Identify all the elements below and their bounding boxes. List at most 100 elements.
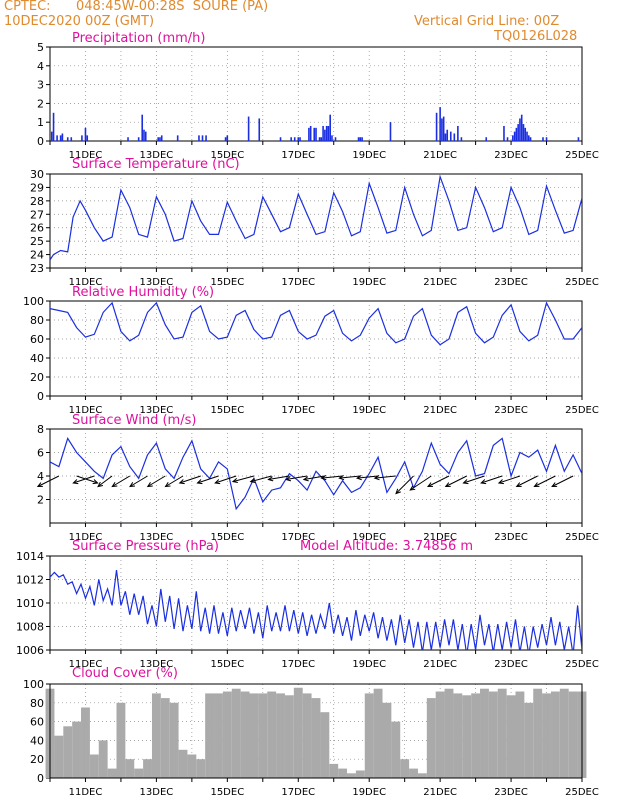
precip-bar [528, 135, 530, 141]
x-tick-label: 11DEC [69, 277, 103, 288]
precip-bar [70, 137, 73, 141]
panel-title: Surface Wind (m/s) [72, 413, 196, 428]
y-tick-label: 4 [37, 60, 44, 73]
wind-vector-head [92, 479, 99, 485]
wind-vector-head [214, 479, 221, 485]
wind-vector [339, 475, 361, 479]
precip-bar [506, 137, 509, 141]
precip-bar [449, 131, 452, 141]
header-datetime: 10DEC2020 00Z (GMT) [4, 14, 155, 29]
wind-vector-head [72, 479, 79, 485]
cloud-bar [72, 721, 82, 778]
wind-vector [165, 475, 184, 487]
wind-vector-head [551, 482, 558, 488]
x-tick-label: 15DEC [210, 532, 244, 543]
y-tick-label: 1012 [16, 574, 44, 587]
x-tick-label: 23DEC [494, 277, 528, 288]
precip-bar [324, 129, 326, 141]
precip-bar [293, 137, 296, 141]
precip-bar [460, 137, 463, 141]
precip-bar [442, 116, 445, 141]
precip-bar [81, 135, 83, 141]
precip-bar [201, 135, 204, 141]
precip-bar [313, 127, 316, 141]
precip-bar [50, 131, 53, 141]
precip-bar [279, 137, 282, 141]
y-tick-label: 80 [30, 697, 44, 710]
cloud-bar [559, 688, 569, 778]
precip-bar [56, 135, 58, 141]
cloud-bar [426, 698, 436, 778]
y-tick-label: 100 [23, 678, 44, 691]
wind-vector [445, 475, 467, 487]
cloud-bar [382, 702, 392, 778]
x-tick-label: 13DEC [140, 659, 174, 670]
x-tick-label: 17DEC [281, 659, 315, 670]
precip-bar [503, 125, 505, 141]
wind-vector [303, 475, 325, 480]
x-tick-label: 23DEC [494, 532, 528, 543]
y-tick-label: 1010 [16, 597, 44, 610]
cloud-bar [453, 693, 463, 778]
precip-bar [137, 137, 140, 141]
precip-bar [446, 129, 449, 141]
precip-bar [157, 137, 159, 141]
cloud-bar [196, 759, 206, 778]
x-tick-label: 15DEC [210, 787, 244, 798]
header-run-id: TQ0126L028 [494, 29, 578, 44]
precip-bar [318, 137, 321, 141]
precip-bar [127, 137, 129, 141]
x-tick-label: 25DEC [565, 787, 599, 798]
precip-bar [315, 127, 317, 141]
precip-bar [524, 127, 527, 141]
cloud-bar [417, 773, 427, 778]
panel-frame-top [49, 683, 583, 779]
wind-vector [250, 475, 272, 483]
x-tick-label: 11DEC [69, 787, 103, 798]
cloud-bar [462, 695, 472, 778]
panel-2 [46, 173, 583, 272]
x-tick-label: 25DEC [565, 150, 599, 161]
precip-bar [176, 135, 179, 141]
cloud-bar [125, 759, 135, 778]
wind-vector [374, 475, 396, 479]
cloud-bar [267, 691, 277, 778]
cloud-bar [435, 691, 445, 778]
cloud-bar [81, 707, 90, 778]
cloud-bar [205, 693, 215, 778]
y-tick-label: 26 [30, 222, 44, 235]
y-tick-label: 80 [30, 314, 44, 327]
wind-vector-head [267, 476, 274, 482]
precip-bar [389, 122, 392, 141]
cloud-bar [63, 726, 73, 778]
precip-bar [320, 137, 323, 141]
x-tick-label: 17DEC [281, 532, 315, 543]
precip-bar [329, 114, 331, 141]
precip-bar [299, 137, 301, 141]
wind-vector-head [249, 477, 256, 484]
wind-vector [97, 475, 113, 487]
y-tick-label: 1014 [16, 550, 44, 563]
x-tick-label: 21DEC [423, 150, 457, 161]
cloud-bar [373, 688, 383, 778]
wind-vector [551, 475, 574, 487]
cloud-bar [222, 691, 232, 778]
wind-vector [321, 475, 343, 479]
y-tick-label: 1006 [16, 644, 44, 657]
precip-bar [141, 114, 144, 141]
precip-bar [290, 137, 292, 141]
cloud-bar [506, 695, 516, 778]
cloud-bar [249, 693, 259, 778]
cloud-bar [480, 688, 489, 778]
cloud-bar [355, 770, 365, 778]
x-tick-label: 15DEC [210, 405, 244, 416]
x-tick-label: 21DEC [423, 405, 457, 416]
precip-bar [258, 118, 261, 141]
cloud-bar [320, 712, 330, 778]
cloud-bar [391, 721, 401, 778]
wind-vector-head [196, 479, 203, 485]
precip-bar [439, 107, 441, 141]
precip-bar [224, 137, 227, 141]
wind-vector-head [97, 481, 104, 488]
cloud-bar [151, 693, 161, 778]
